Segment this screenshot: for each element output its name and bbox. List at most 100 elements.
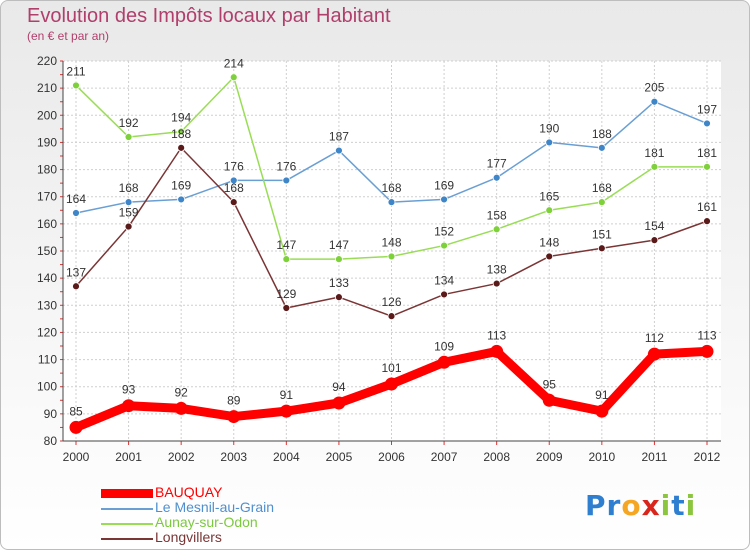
data-label: 187 (329, 130, 349, 144)
data-label: 85 (69, 404, 83, 418)
data-label: 89 (227, 394, 241, 408)
data-point (492, 173, 501, 182)
data-point (650, 162, 659, 171)
legend-label-le-mesnil-au-grain: Le Mesnil-au-Grain (155, 499, 275, 515)
legend-swatch-aunay-sur-odon (101, 523, 153, 525)
data-label: 113 (487, 328, 506, 342)
y-tick-label: 190 (37, 135, 57, 149)
y-tick-label: 220 (37, 54, 57, 68)
y-tick-label: 80 (44, 434, 58, 448)
data-point (72, 81, 80, 90)
legend-item-le-mesnil-au-grain: Le Mesnil-au-Grain (101, 499, 361, 516)
data-label: 112 (645, 331, 664, 345)
data-point (282, 255, 291, 264)
y-tick-label: 160 (37, 217, 57, 231)
data-label: 214 (224, 56, 244, 70)
data-point (647, 347, 661, 361)
data-point (332, 396, 346, 410)
data-label: 148 (539, 235, 559, 249)
data-point (72, 282, 80, 291)
logo-letter: i (685, 489, 697, 522)
data-label: 181 (644, 146, 664, 160)
data-point (440, 241, 448, 250)
data-point (177, 143, 186, 152)
data-point (700, 344, 714, 358)
data-point (229, 176, 238, 185)
y-tick-label: 100 (37, 380, 57, 394)
x-tick-label: 2010 (588, 450, 615, 464)
data-point (124, 133, 133, 141)
data-label: 181 (697, 146, 717, 160)
data-label: 165 (539, 189, 559, 203)
data-point (177, 195, 186, 204)
x-tick-label: 2004 (273, 450, 300, 464)
data-label: 133 (329, 276, 349, 290)
data-label: 168 (381, 181, 401, 195)
x-tick-label: 2003 (220, 450, 247, 464)
data-point (703, 119, 711, 128)
data-label: 129 (276, 287, 296, 301)
x-tick-label: 2011 (642, 450, 668, 464)
y-tick-label: 130 (37, 298, 57, 312)
logo-letter: o (621, 489, 642, 522)
logo-letter: x (641, 489, 661, 522)
data-label: 177 (487, 157, 507, 171)
data-label: 94 (332, 380, 346, 394)
data-label: 147 (329, 238, 349, 252)
data-label: 169 (434, 178, 454, 192)
data-label: 152 (434, 225, 454, 239)
legend-label-longvillers: Longvillers (155, 529, 222, 545)
data-point (282, 304, 291, 312)
legend-item-bauquay: BAUQUAY (101, 484, 361, 501)
data-point (229, 198, 238, 207)
data-label: 93 (122, 383, 136, 397)
data-point (650, 97, 659, 106)
x-tick-label: 2008 (483, 450, 510, 464)
data-label: 192 (119, 116, 139, 130)
data-point (492, 225, 501, 234)
x-tick-label: 2012 (694, 450, 721, 464)
data-point (703, 217, 711, 226)
logo-letter: r (606, 489, 622, 522)
legend-item-aunay-sur-odon: Aunay-sur-Odon (101, 514, 361, 531)
data-label: 188 (592, 127, 612, 141)
data-point (124, 198, 133, 207)
data-point (229, 73, 238, 82)
data-label: 126 (381, 295, 401, 309)
logo-letter: t (671, 489, 686, 522)
chart-title: Evolution des Impôts locaux par Habitant (27, 5, 391, 27)
data-point (597, 244, 606, 253)
data-point (492, 279, 501, 288)
data-point (545, 206, 554, 215)
y-tick-label: 170 (37, 190, 57, 204)
x-tick-label: 2009 (536, 450, 563, 464)
x-tick-label: 2007 (431, 450, 458, 464)
legend-label-aunay-sur-odon: Aunay-sur-Odon (155, 514, 258, 530)
data-point (174, 401, 188, 415)
data-label: 158 (487, 208, 507, 222)
data-point (440, 195, 448, 204)
data-point (227, 410, 241, 424)
data-label: 176 (224, 159, 244, 173)
data-label: 151 (592, 227, 612, 241)
data-point (72, 209, 80, 217)
data-point (595, 404, 609, 418)
data-label: 205 (644, 81, 664, 95)
y-tick-label: 210 (37, 81, 57, 95)
data-label: 147 (276, 238, 296, 252)
data-label: 168 (224, 181, 244, 195)
x-tick-label: 2000 (63, 450, 90, 464)
data-point (335, 255, 343, 264)
data-point (387, 312, 396, 321)
legend-swatch-bauquay (101, 489, 153, 498)
data-point (490, 344, 504, 358)
data-point (69, 420, 83, 434)
data-label: 95 (543, 377, 557, 391)
data-point (545, 252, 554, 261)
y-tick-label: 140 (37, 271, 57, 285)
data-label: 134 (434, 273, 454, 287)
data-point (282, 176, 291, 185)
data-label: 168 (592, 181, 612, 195)
data-label: 159 (119, 206, 139, 220)
